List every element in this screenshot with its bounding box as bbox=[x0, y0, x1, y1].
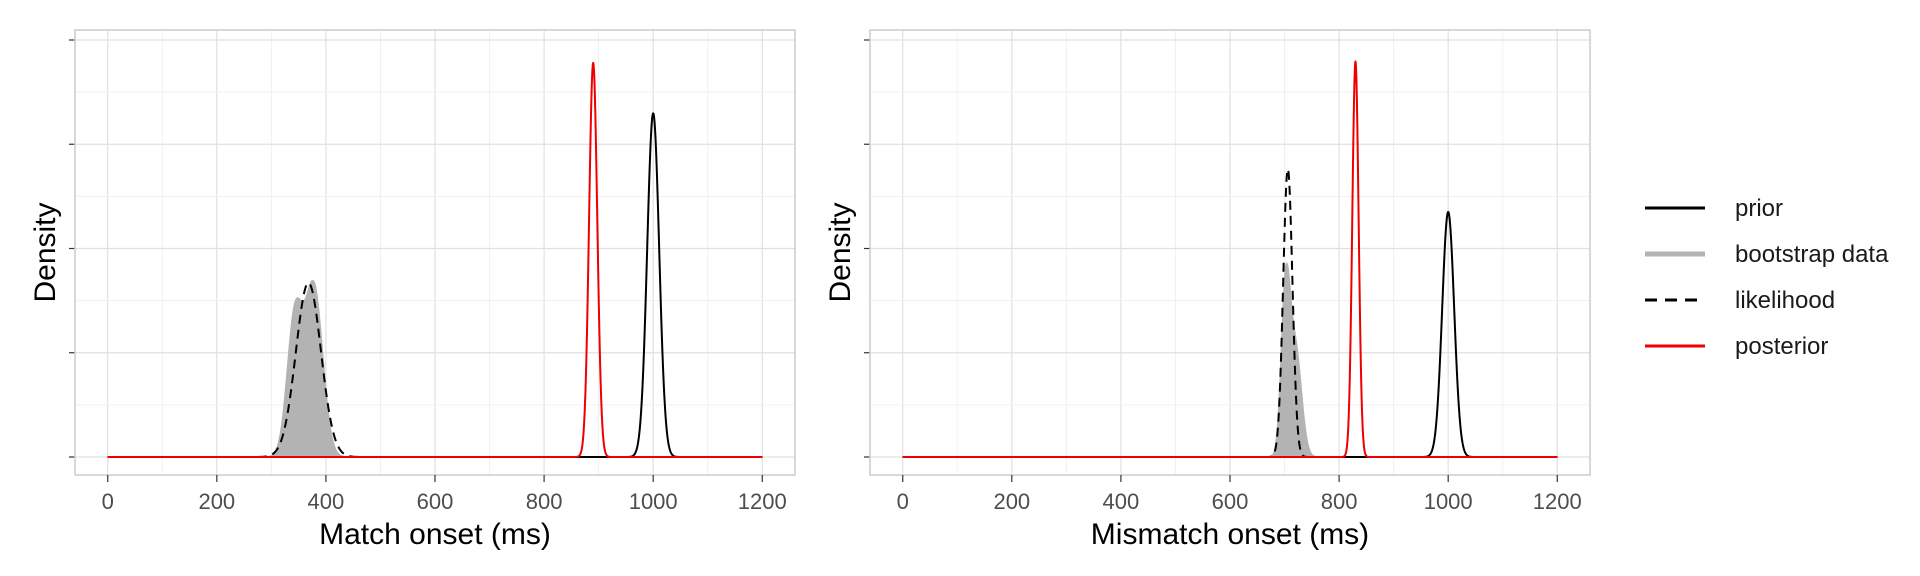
x-tick-label: 1200 bbox=[1533, 489, 1582, 514]
x-tick-label: 1000 bbox=[629, 489, 678, 514]
x-tick-label: 800 bbox=[526, 489, 563, 514]
panel-mismatch-onset: 0 200 400 600 800 1000 1200 Mismatch onset (ms… bbox=[824, 29, 1591, 551]
series-posterior-line bbox=[107, 61, 763, 458]
x-tick-label: 600 bbox=[1212, 489, 1249, 514]
x-axis-ticks-match: 0 200 400 600 800 1000 1200 bbox=[102, 475, 787, 514]
x-axis-title-match: Match onset (ms) bbox=[319, 518, 551, 551]
x-tick-label: 800 bbox=[1321, 489, 1358, 514]
legend-label-likelihood: likelihood bbox=[1735, 287, 1835, 314]
x-tick-label: 200 bbox=[198, 489, 235, 514]
x-tick-label: 400 bbox=[308, 489, 345, 514]
y-axis-title-mismatch: Density bbox=[824, 202, 857, 302]
panel-match-onset: 0 200 400 600 800 1000 1200 Match onset (ms) D… bbox=[29, 29, 796, 551]
legend-label-prior: prior bbox=[1735, 195, 1783, 222]
x-tick-label: 1200 bbox=[738, 489, 787, 514]
series-group-mismatch bbox=[902, 60, 1558, 458]
legend-label-bootstrap-data: bootstrap data bbox=[1735, 241, 1889, 268]
gridlines-mismatch bbox=[864, 30, 1590, 475]
x-tick-label: 400 bbox=[1103, 489, 1140, 514]
y-axis-title-match: Density bbox=[29, 202, 62, 302]
x-tick-label: 600 bbox=[417, 489, 454, 514]
x-tick-label: 0 bbox=[102, 489, 114, 514]
x-tick-label: 200 bbox=[993, 489, 1030, 514]
legend: prior bootstrap data likelihood posterio… bbox=[1645, 195, 1889, 360]
legend-label-posterior: posterior bbox=[1735, 333, 1828, 360]
series-posterior-line bbox=[902, 60, 1558, 458]
x-axis-title-mismatch: Mismatch onset (ms) bbox=[1091, 518, 1369, 551]
x-tick-label: 0 bbox=[897, 489, 909, 514]
series-group-match bbox=[107, 61, 763, 458]
x-axis-ticks-mismatch: 0 200 400 600 800 1000 1200 bbox=[897, 475, 1582, 514]
x-tick-label: 1000 bbox=[1424, 489, 1473, 514]
